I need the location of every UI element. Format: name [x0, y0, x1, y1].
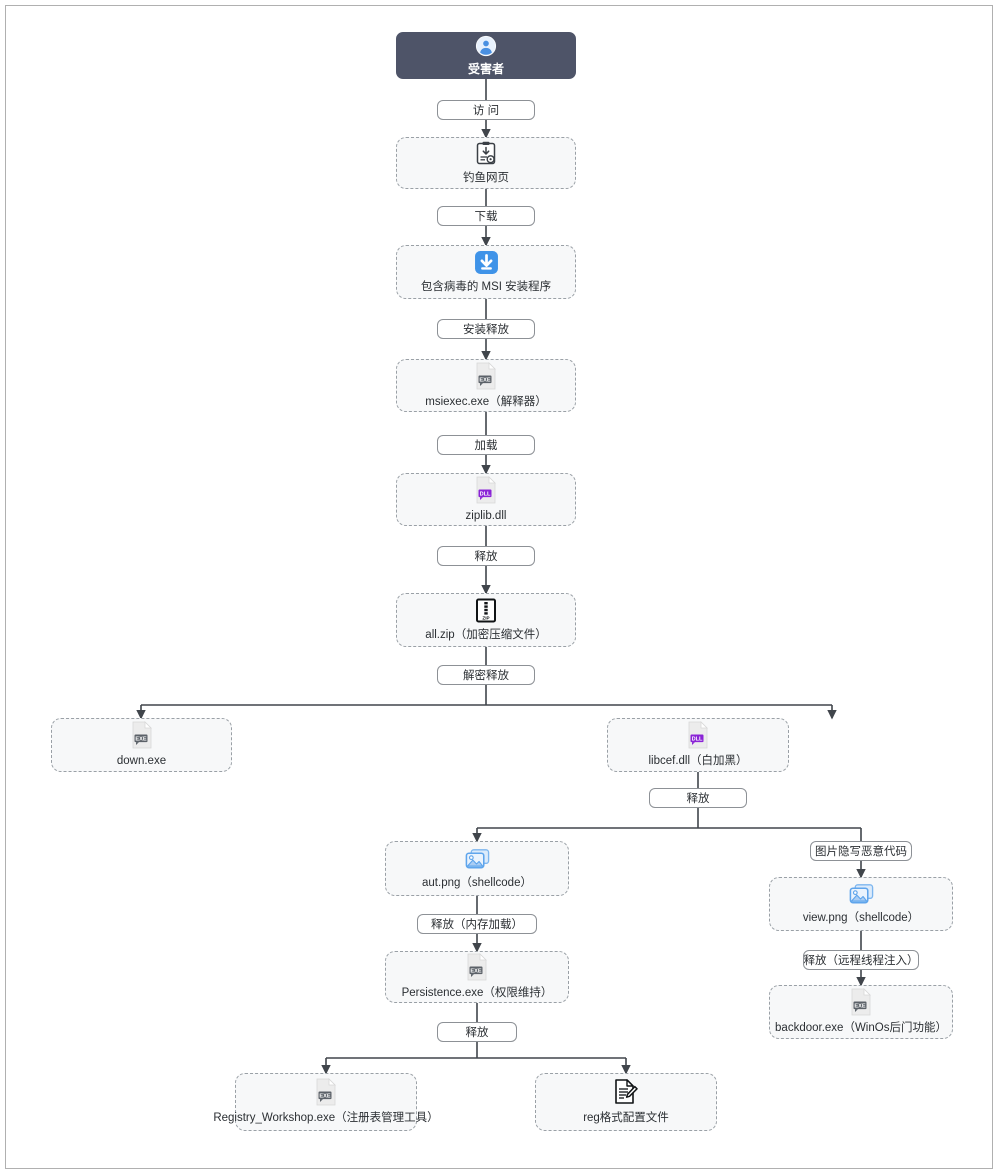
- svg-text:DLL: DLL: [692, 737, 703, 743]
- dll-file-icon: DLL: [686, 721, 710, 749]
- edge-label-release-2: 释放: [649, 788, 747, 808]
- edge-label-release-1: 释放: [437, 546, 535, 566]
- edge-label-release-memory: 释放（内存加载）: [417, 914, 537, 934]
- image-file-icon: [464, 847, 491, 871]
- node-ziplib-dll-label: ziplib.dll: [465, 509, 507, 522]
- node-aut-png-label: aut.png（shellcode）: [422, 876, 532, 889]
- node-view-png[interactable]: view.png（shellcode）: [769, 877, 953, 931]
- exe-file-icon: EXE: [849, 988, 873, 1016]
- node-all-zip-label: all.zip（加密压缩文件）: [425, 628, 547, 641]
- edge-label-load: 加载: [437, 435, 535, 455]
- exe-file-icon: EXE: [474, 361, 498, 390]
- edge-label-stego-image: 图片隐写恶意代码: [810, 841, 912, 861]
- svg-text:ZIP: ZIP: [482, 615, 489, 620]
- node-reg-config-file[interactable]: reg格式配置文件: [535, 1073, 717, 1131]
- node-down-exe[interactable]: EXE down.exe: [51, 718, 232, 772]
- node-msiexec-label: msiexec.exe（解释器）: [425, 395, 547, 408]
- node-view-png-label: view.png（shellcode）: [802, 912, 920, 925]
- reg-document-icon: [613, 1078, 639, 1106]
- node-victim[interactable]: 受害者: [396, 32, 576, 79]
- node-registry-workshop-exe-label: Registry_Workshop.exe（注册表管理工具）: [213, 1112, 439, 1125]
- edge-label-decrypt-release: 解密释放: [437, 665, 535, 685]
- node-victim-label: 受害者: [467, 61, 504, 76]
- edge-label-install-drop: 安装释放: [437, 319, 535, 339]
- svg-text:DLL: DLL: [480, 491, 491, 497]
- node-down-exe-label: down.exe: [116, 755, 167, 768]
- node-registry-workshop-exe[interactable]: EXE Registry_Workshop.exe（注册表管理工具）: [213, 1073, 439, 1131]
- node-msi-installer[interactable]: 包含病毒的 MSI 安装程序: [396, 245, 576, 299]
- dll-file-icon: DLL: [474, 475, 498, 504]
- svg-text:EXE: EXE: [319, 1094, 330, 1100]
- node-persistence-exe[interactable]: EXE Persistence.exe（权限维持）: [385, 951, 569, 1003]
- node-msi-installer-label: 包含病毒的 MSI 安装程序: [420, 280, 552, 293]
- image-file-icon: [848, 882, 875, 906]
- node-phishing-page-label: 钓鱼网页: [463, 171, 509, 184]
- user-avatar-icon: [475, 35, 497, 57]
- edge-label-visit: 访 问: [437, 100, 535, 120]
- exe-file-icon: EXE: [314, 1078, 338, 1106]
- edge-label-download: 下载: [437, 206, 535, 226]
- node-libcef-dll[interactable]: DLL libcef.dll（白加黑）: [607, 718, 789, 772]
- node-all-zip[interactable]: ZIP all.zip（加密压缩文件）: [396, 593, 576, 647]
- zip-file-icon: ZIP: [474, 598, 498, 623]
- node-msiexec[interactable]: EXE msiexec.exe（解释器）: [396, 359, 576, 412]
- phishing-clipboard-icon: [474, 141, 498, 166]
- node-ziplib-dll[interactable]: DLL ziplib.dll: [396, 473, 576, 526]
- node-persistence-exe-label: Persistence.exe（权限维持）: [401, 987, 553, 1000]
- node-backdoor-exe[interactable]: EXE backdoor.exe（WinOs后门功能）: [769, 985, 953, 1039]
- svg-text:EXE: EXE: [854, 1004, 865, 1010]
- svg-text:EXE: EXE: [479, 377, 490, 383]
- node-libcef-dll-label: libcef.dll（白加黑）: [648, 755, 748, 768]
- edge-label-release-injection: 释放（远程线程注入）: [803, 950, 919, 970]
- svg-text:EXE: EXE: [470, 969, 481, 975]
- node-aut-png[interactable]: aut.png（shellcode）: [385, 841, 569, 896]
- exe-file-icon: EXE: [465, 953, 489, 981]
- exe-file-icon: EXE: [130, 721, 154, 749]
- node-reg-config-file-label: reg格式配置文件: [583, 1112, 669, 1125]
- svg-text:EXE: EXE: [135, 737, 146, 743]
- download-arrow-icon: [474, 250, 499, 275]
- node-phishing-page[interactable]: 钓鱼网页: [396, 137, 576, 189]
- edge-label-release-3: 释放: [437, 1022, 517, 1042]
- node-backdoor-exe-label: backdoor.exe（WinOs后门功能）: [775, 1022, 947, 1035]
